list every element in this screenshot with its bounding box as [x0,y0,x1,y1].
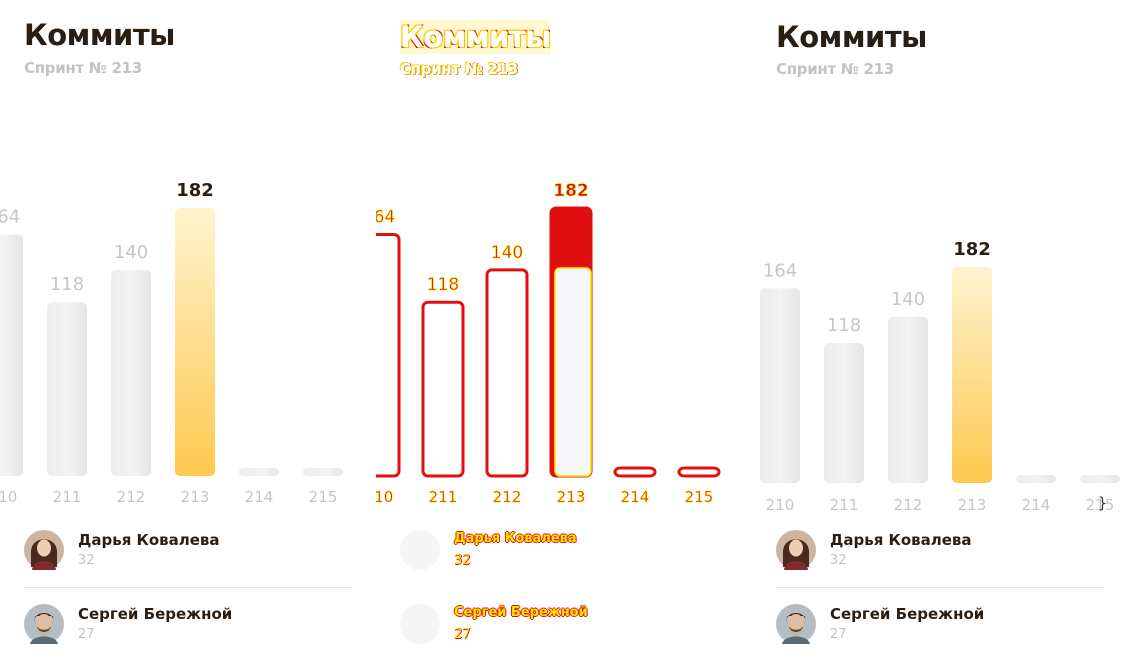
category-label-213: 213 [181,488,210,506]
user-name: Дарья Ковалева [454,531,577,546]
value-label-213: 182 [553,181,589,201]
user-row-2[interactable]: Сергей Бережной 27 [400,604,728,660]
user-name: Дарья Ковалева [830,531,972,549]
stray-brace-text: } [1098,494,1108,512]
bar-215 [303,468,343,476]
bar-215 [1080,475,1120,483]
category-label-211: 211 [429,488,458,506]
woman-avatar-icon [776,530,816,570]
user-commit-count: 32 [454,553,471,568]
card-subtitle: Спринт № 213 [400,60,518,78]
card-title: Коммиты [24,18,175,52]
category-label-212: 212 [117,488,146,506]
category-label-214: 214 [621,488,650,506]
card-title: Коммиты [776,20,927,54]
bar-211 [47,302,87,476]
commits-card-diff: Коммиты Спринт № 213 1642101182111402121… [376,0,752,668]
category-label-215: 215 [685,488,714,506]
bar-210 [760,288,800,483]
woman-avatar-icon [400,530,440,570]
value-label-211: 118 [427,275,459,295]
bar-inner-213 [554,267,592,477]
bar-212 [485,268,529,478]
divider [776,587,1104,588]
bar-214 [239,468,279,476]
user-name: Сергей Бережной [78,605,233,623]
commits-card-left: Коммиты Спринт № 213 1642101182111402121… [0,0,376,668]
category-label-214: 214 [245,488,274,506]
value-label-210: 164 [763,260,797,281]
user-commit-count: 32 [830,553,847,568]
man-avatar-icon [776,604,816,644]
bar-212 [888,316,928,483]
category-label-210: 210 [766,496,795,514]
commits-bar-chart: 164 210 118 211 140 212 182 213 214 215 [0,180,343,506]
card-subtitle: Спринт № 213 [776,60,894,78]
bar-210 [0,234,23,476]
value-label-213: 182 [176,180,214,201]
user-commit-count: 27 [78,627,95,642]
bar-213 [175,208,215,476]
value-label-212: 140 [891,289,925,310]
value-label-210: 164 [0,207,20,228]
category-label-211: 211 [53,488,82,506]
user-row-1[interactable]: Дарья Ковалева 32 [24,530,352,586]
commits-bar-chart: 164 210 118 211 140 212 182 213 214 215 [376,181,721,506]
bar-212 [111,269,151,476]
man-avatar-icon [400,604,440,644]
user-name: Сергей Бережной [454,605,588,620]
commits-card-right: Коммиты Спринт № 213 164 210 118 211 140 212 1… [752,0,1128,668]
user-row-1[interactable]: Дарья Ковалева 32 [776,530,1104,586]
bar-215 [677,466,721,478]
user-row-2[interactable]: Сергей Бережной 27 [776,604,1104,660]
card-subtitle: Спринт № 213 [24,59,142,77]
bar-213 [952,267,992,483]
category-label-212: 212 [894,496,923,514]
value-label-212: 140 [114,242,148,263]
value-label-211: 118 [50,274,84,295]
card-title: Коммиты [400,20,551,54]
divider [24,587,352,588]
category-label-212: 212 [493,488,522,506]
category-label-214: 214 [1022,496,1051,514]
category-label-215: 215 [1086,496,1115,514]
user-name: Сергей Бережной [830,605,985,623]
value-label-213: 182 [953,239,991,260]
bar-210 [376,233,401,478]
bar-211 [824,342,864,483]
user-row-1[interactable]: Дарья Ковалева 32 [400,530,728,586]
woman-avatar-icon [24,530,64,570]
bar-214 [613,466,657,478]
category-label-213: 213 [958,496,987,514]
category-label-213: 213 [557,488,586,506]
user-commit-count: 27 [454,627,471,642]
value-label-210: 164 [376,208,395,228]
user-commit-count: 27 [830,627,847,642]
user-commit-count: 32 [78,553,95,568]
user-row-2[interactable]: Сергей Бережной 27 [24,604,352,660]
value-label-211: 118 [827,315,861,336]
category-label-210: 210 [376,488,393,506]
bar-211 [421,300,465,478]
category-label-210: 210 [0,488,17,506]
user-name: Дарья Ковалева [78,531,220,549]
man-avatar-icon [24,604,64,644]
category-label-215: 215 [309,488,338,506]
commits-bar-chart: 164 210 118 211 140 212 182 213 214 215 [760,239,1120,514]
bar-214 [1016,475,1056,483]
category-label-211: 211 [830,496,859,514]
value-label-212: 140 [491,243,523,263]
